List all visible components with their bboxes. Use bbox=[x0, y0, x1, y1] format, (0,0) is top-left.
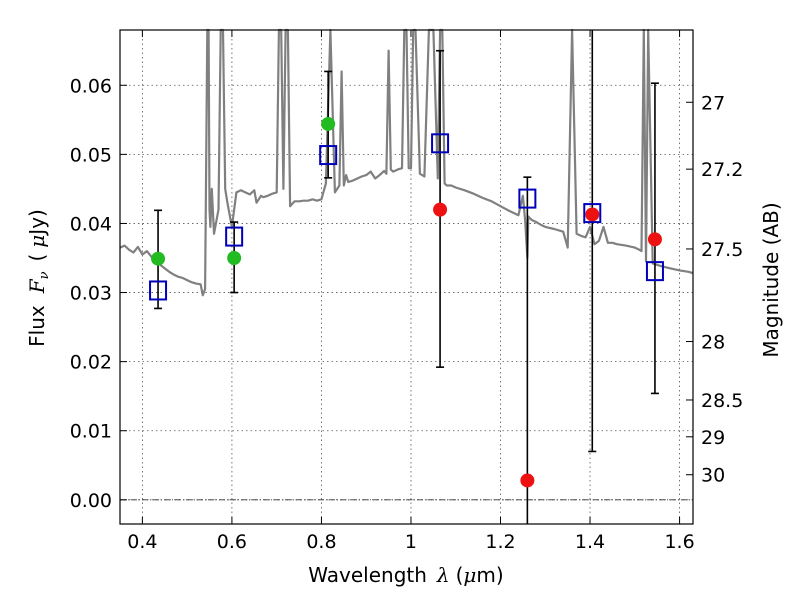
x-tick-label: 1.6 bbox=[664, 531, 694, 553]
model-spectrum-line bbox=[119, 28, 694, 297]
x-tick-labels: 0.4 0.6 0.8 1 1.2 1.4 1.6 bbox=[127, 531, 694, 553]
y-tick-label: 0.03 bbox=[70, 283, 112, 305]
x-tick-label: 1.2 bbox=[485, 531, 515, 553]
right-tick-label: 27.5 bbox=[701, 239, 743, 261]
blue-model-square bbox=[431, 133, 450, 154]
y-tick-label: 0.04 bbox=[70, 213, 112, 235]
right-tick-label: 28 bbox=[701, 332, 725, 354]
blue-model-square bbox=[225, 226, 244, 247]
blue-model-square bbox=[645, 261, 664, 282]
blue-model-square bbox=[149, 280, 168, 301]
green-data-point bbox=[321, 116, 336, 131]
blue-model-square bbox=[319, 145, 338, 166]
y-tick-labels: 0.00 0.01 0.02 0.03 0.04 0.05 0.06 bbox=[70, 75, 112, 512]
right-tick-label: 30 bbox=[701, 465, 725, 487]
blue-model-square bbox=[518, 188, 537, 209]
red-data-point bbox=[520, 473, 535, 488]
model-spectrum bbox=[119, 28, 694, 297]
x-tick-label: 0.8 bbox=[306, 531, 336, 553]
y-tick-label: 0.05 bbox=[70, 144, 112, 166]
x-tick-label: 1 bbox=[405, 531, 417, 553]
x-tick-label: 1.4 bbox=[575, 531, 605, 553]
red-data-point bbox=[647, 232, 662, 247]
photometry-markers bbox=[149, 116, 664, 488]
blue-model-square bbox=[583, 203, 602, 224]
y-axis-title-right: Magnitude (AB) bbox=[759, 202, 783, 357]
right-tick-labels: 27 27.2 27.5 28 28.5 29 30 bbox=[701, 92, 743, 486]
y-tick-label: 0.06 bbox=[70, 75, 112, 97]
green-data-point bbox=[227, 251, 242, 265]
right-tick-label: 28.5 bbox=[701, 390, 743, 412]
red-data-point bbox=[585, 207, 600, 222]
right-tick-label: 29 bbox=[701, 427, 725, 449]
error-bars bbox=[154, 30, 659, 524]
y-tick-label: 0.01 bbox=[70, 421, 112, 443]
axis-ticks bbox=[120, 30, 693, 524]
y-tick-label: 0.00 bbox=[70, 490, 112, 512]
y-axis-title-left: FluxFν(μJy) bbox=[25, 209, 52, 347]
x-tick-label: 0.4 bbox=[127, 531, 157, 553]
right-tick-label: 27 bbox=[701, 92, 725, 114]
green-data-point bbox=[151, 251, 166, 266]
red-data-point bbox=[433, 202, 448, 217]
plot-frame bbox=[119, 29, 694, 525]
x-tick-label: 0.6 bbox=[217, 531, 247, 553]
y-tick-label: 0.02 bbox=[70, 352, 112, 374]
right-tick-label: 27.2 bbox=[701, 159, 743, 181]
x-axis-title: Wavelength λ (μm) bbox=[308, 563, 503, 587]
